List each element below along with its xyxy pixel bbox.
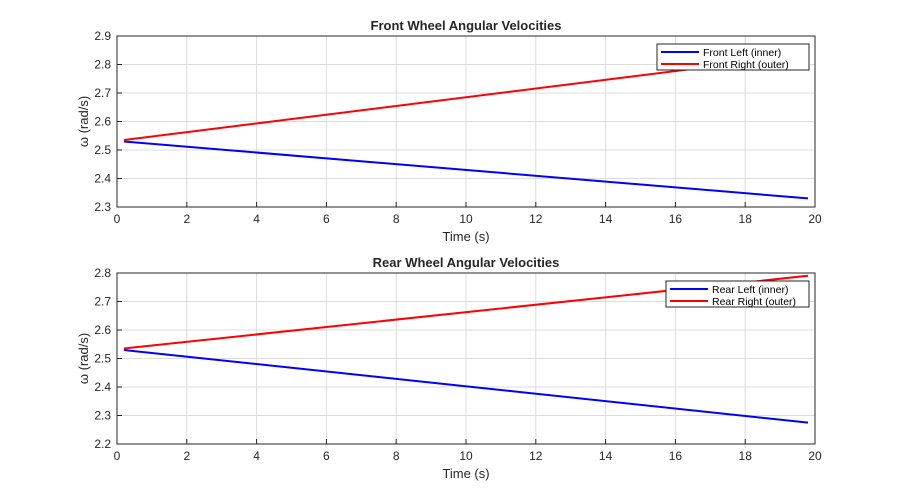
chart1-legend-label-2: Front Right (outer) (703, 59, 789, 71)
chart1-x-tick-label: 2 (183, 212, 190, 226)
chart1-legend-box (656, 43, 810, 71)
chart1-y-tick-label: 2.4 (94, 172, 111, 186)
chart1-series-1-line (123, 140, 809, 200)
chart1-x-tick-label: 8 (393, 212, 400, 226)
chart2-x-tick-label: 10 (459, 449, 473, 463)
chart2-legend-label-2: Rear Right (outer) (712, 296, 796, 308)
chart1-y-tick-label: 2.3 (94, 200, 111, 214)
chart2-legend-label-1: Rear Left (inner) (712, 284, 788, 296)
chart1-x-tick-label: 20 (808, 212, 822, 226)
chart2-x-tick-label: 20 (808, 449, 822, 463)
chart2-x-tick-label: 2 (183, 449, 190, 463)
chart1-legend: Front Left (inner)Front Right (outer) (656, 43, 810, 71)
chart1-axes-box (116, 35, 816, 208)
chart1-legend-label-1: Front Left (inner) (703, 47, 781, 59)
chart2-y-tick-label: 2.6 (94, 323, 111, 337)
chart1-y-axis-label: ω (rad/s) (76, 96, 91, 147)
chart2-y-tick-label: 2.3 (94, 409, 111, 423)
chart1-y-tick-label: 2.8 (94, 58, 111, 72)
chart1-x-tick-label: 16 (669, 212, 683, 226)
chart2-legend-box (665, 280, 810, 308)
chart1-x-tick-label: 6 (323, 212, 330, 226)
chart2-y-tick-label: 2.4 (94, 380, 111, 394)
chart2-title: Rear Wheel Angular Velocities (373, 255, 560, 270)
chart1-x-tick-label: 14 (599, 212, 613, 226)
chart1: 0 2 4 6 8 10 12 14 16 18 20 2.3 2.4 2.5 2.6 2.7 2.8 2.9 Fr… (76, 18, 822, 244)
chart2-x-tick-label: 18 (739, 449, 753, 463)
chart2-x-tick-label: 16 (669, 449, 683, 463)
chart2-y-tick-label: 2.8 (94, 266, 111, 280)
chart2-y-tick-label: 2.7 (94, 295, 111, 309)
chart2-y-tick-label: 2.2 (94, 437, 111, 451)
chart2-x-tick-label: 8 (393, 449, 400, 463)
chart2-x-tick-label: 14 (599, 449, 613, 463)
chart2: 0 2 4 6 8 10 12 14 16 18 20 2.2 2.3 2.4 2.5 2.6 2.7 2.8 Re… (76, 255, 822, 481)
chart1-y-tick-label: 2.6 (94, 115, 111, 129)
chart1-x-tick-label: 10 (459, 212, 473, 226)
chart1-x-tick-label: 18 (739, 212, 753, 226)
chart2-y-axis-label: ω (rad/s) (76, 333, 91, 384)
chart1-x-axis-label: Time (s) (442, 229, 489, 244)
chart1-y-tick-label: 2.7 (94, 86, 111, 100)
chart2-x-tick-label: 12 (529, 449, 543, 463)
chart1-title: Front Wheel Angular Velocities (371, 18, 562, 33)
chart2-x-tick-label: 6 (323, 449, 330, 463)
chart2-x-tick-label: 4 (253, 449, 260, 463)
chart2-series-1-line (123, 349, 809, 424)
chart2-x-tick-label: 0 (114, 449, 121, 463)
chart2-x-axis-label: Time (s) (442, 466, 489, 481)
chart1-x-tick-label: 4 (253, 212, 260, 226)
chart2-axes-box (116, 272, 816, 445)
chart2-y-tick-label: 2.5 (94, 352, 111, 366)
chart1-x-tick-label: 12 (529, 212, 543, 226)
chart1-y-tick-label: 2.5 (94, 143, 111, 157)
chart1-x-tick-label: 0 (114, 212, 121, 226)
chart1-y-tick-label: 2.9 (94, 29, 111, 43)
chart2-legend: Rear Left (inner)Rear Right (outer) (665, 280, 810, 308)
